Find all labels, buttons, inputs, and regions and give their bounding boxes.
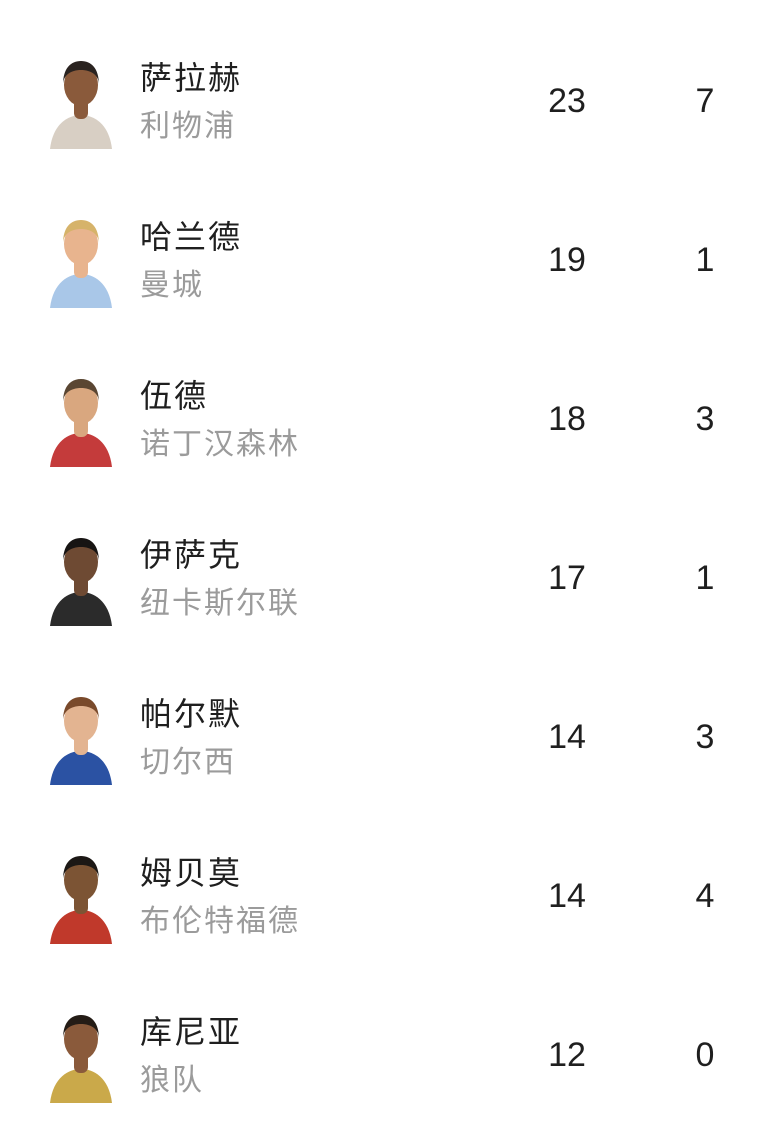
player-info: 姆贝莫 布伦特福德 (140, 852, 527, 942)
secondary-stat-value: 1 (695, 241, 715, 279)
avatar-face (64, 63, 98, 106)
player-name: 库尼亚 (140, 1013, 243, 1050)
secondary-stat-value: 3 (695, 718, 715, 756)
avatar-face (64, 1017, 98, 1060)
player-info: 帕尔默 切尔西 (140, 693, 527, 783)
avatar-hair (63, 696, 99, 721)
player-stats: 18 3 (527, 400, 745, 439)
avatar-hair (63, 1014, 99, 1039)
secondary-stat-value: 0 (695, 1036, 715, 1074)
player-row[interactable]: 库尼亚 狼队 12 0 (0, 976, 768, 1135)
team-name: 狼队 (140, 1063, 204, 1097)
avatar-face (64, 381, 98, 424)
team-name: 切尔西 (140, 745, 236, 779)
avatar-shirt (50, 1068, 112, 1103)
goals-value: 18 (548, 400, 586, 438)
avatar-shirt (50, 909, 112, 944)
team-name: 曼城 (140, 268, 204, 302)
secondary-stat-value: 3 (695, 400, 715, 438)
avatar-shirt (50, 114, 112, 149)
player-name: 伊萨克 (140, 536, 243, 573)
avatar-hair (63, 537, 99, 562)
player-info: 伍德 诺丁汉森林 (140, 375, 527, 465)
player-stats: 12 0 (527, 1036, 745, 1075)
player-row[interactable]: 伍德 诺丁汉森林 18 3 (0, 340, 768, 499)
player-info: 库尼亚 狼队 (140, 1011, 527, 1101)
player-name: 帕尔默 (140, 695, 243, 732)
player-avatar (50, 855, 112, 944)
team-name: 利物浦 (140, 109, 236, 143)
goals-value: 12 (548, 1036, 586, 1074)
player-row[interactable]: 萨拉赫 利物浦 23 7 (0, 22, 768, 181)
player-avatar (50, 1014, 112, 1103)
avatar-face (64, 699, 98, 742)
player-avatar (50, 219, 112, 308)
player-name: 姆贝莫 (140, 854, 243, 891)
player-name: 哈兰德 (140, 218, 243, 255)
goals-value: 14 (548, 877, 586, 915)
avatar-face (64, 222, 98, 265)
goals-value: 19 (548, 241, 586, 279)
player-name: 萨拉赫 (140, 59, 243, 96)
goals-value: 14 (548, 718, 586, 756)
player-row[interactable]: 哈兰德 曼城 19 1 (0, 181, 768, 340)
player-avatar (50, 60, 112, 149)
player-info: 萨拉赫 利物浦 (140, 57, 527, 147)
player-info: 伊萨克 纽卡斯尔联 (140, 534, 527, 624)
player-avatar (50, 696, 112, 785)
avatar-face (64, 540, 98, 583)
player-stats: 17 1 (527, 559, 745, 598)
avatar-shirt (50, 432, 112, 467)
avatar-shirt (50, 750, 112, 785)
player-stats: 14 3 (527, 718, 745, 757)
team-name: 纽卡斯尔联 (140, 586, 300, 620)
avatar-shirt (50, 273, 112, 308)
avatar-hair (63, 855, 99, 880)
player-stats: 19 1 (527, 241, 745, 280)
player-row[interactable]: 伊萨克 纽卡斯尔联 17 1 (0, 499, 768, 658)
player-row[interactable]: 帕尔默 切尔西 14 3 (0, 658, 768, 817)
player-info: 哈兰德 曼城 (140, 216, 527, 306)
avatar-hair (63, 219, 99, 244)
goals-value: 23 (548, 82, 586, 120)
team-name: 布伦特福德 (140, 904, 300, 938)
avatar-face (64, 858, 98, 901)
secondary-stat-value: 4 (695, 877, 715, 915)
avatar-hair (63, 378, 99, 403)
goals-value: 17 (548, 559, 586, 597)
secondary-stat-value: 7 (695, 82, 715, 120)
player-row[interactable]: 姆贝莫 布伦特福德 14 4 (0, 817, 768, 976)
player-avatar (50, 537, 112, 626)
team-name: 诺丁汉森林 (140, 427, 300, 461)
secondary-stat-value: 1 (695, 559, 715, 597)
player-stats: 14 4 (527, 877, 745, 916)
avatar-hair (63, 60, 99, 85)
player-avatar (50, 378, 112, 467)
player-name: 伍德 (140, 377, 209, 414)
player-stats: 23 7 (527, 82, 745, 121)
avatar-shirt (50, 591, 112, 626)
